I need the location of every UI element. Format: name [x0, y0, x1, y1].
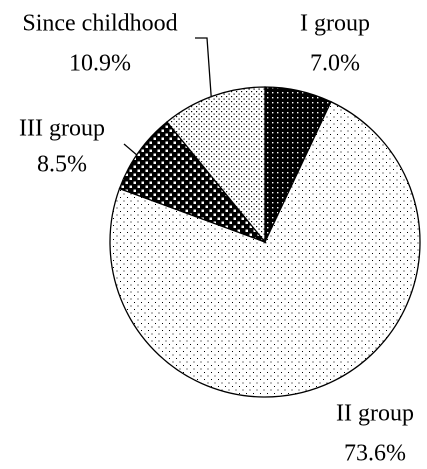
leader-line	[195, 37, 214, 123]
slice-label: Since childhood	[22, 11, 177, 37]
leader-line	[123, 143, 139, 157]
slice-value-label: 8.5%	[37, 152, 87, 178]
slice-label: II group	[336, 401, 414, 427]
pie-slice	[109, 100, 421, 398]
slice-value-label: 7.0%	[310, 51, 360, 77]
slice-label: III group	[19, 116, 105, 142]
slice-value-label: 73.6%	[344, 441, 406, 467]
slice-label: I group	[300, 11, 370, 37]
pie-slice	[166, 86, 266, 244]
slice-value-label: 10.9%	[69, 51, 131, 77]
